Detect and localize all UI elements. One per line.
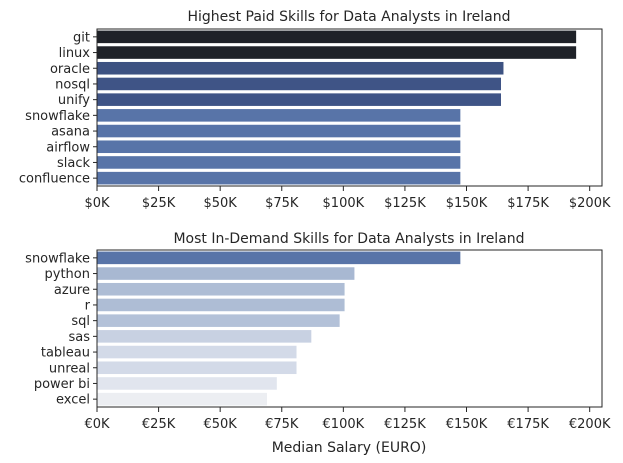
y-tick-label: sas	[68, 330, 90, 345]
x-tick-label: €200K	[569, 417, 611, 432]
y-tick-label: linux	[59, 46, 91, 61]
x-tick-label: $125K	[384, 196, 426, 211]
bar-power-bi	[97, 377, 277, 390]
x-tick-label: $175K	[507, 196, 549, 211]
x-tick-label: $25K	[142, 196, 176, 211]
bar-unreal	[97, 361, 297, 375]
y-tick-label: excel	[56, 393, 90, 408]
x-tick-label: $75K	[265, 196, 299, 211]
y-tick-label: oracle	[50, 62, 90, 77]
chart-bottom-panel: Most In-Demand Skills for Data Analysts …	[25, 231, 611, 456]
x-tick-label: €50K	[203, 417, 237, 432]
x-tick-label: $150K	[446, 196, 488, 211]
chart-top-panel: Highest Paid Skills for Data Analysts in…	[19, 9, 611, 211]
x-axis-label: Median Salary (EURO)	[272, 440, 427, 456]
bar-unify	[97, 93, 501, 106]
x-tick-label: €150K	[446, 417, 488, 432]
bar-tableau	[97, 345, 297, 359]
y-tick-label: python	[45, 267, 90, 282]
y-tick-label: snowflake	[25, 251, 90, 266]
x-tick-label: €175K	[507, 417, 549, 432]
bar-airflow	[97, 140, 461, 154]
bar-oracle	[97, 61, 504, 75]
plot-frame	[96, 249, 603, 408]
y-tick-label: tableau	[41, 346, 90, 361]
bar-linux	[97, 46, 577, 59]
y-tick-label: confluence	[19, 172, 90, 187]
y-tick-label: power bi	[34, 377, 90, 392]
bar-sql	[97, 314, 340, 327]
y-tick-label: git	[73, 30, 90, 45]
bar-python	[97, 267, 355, 280]
x-tick-label: $0K	[84, 196, 110, 211]
x-tick-label: €125K	[384, 417, 426, 432]
y-tick-label: unreal	[49, 361, 90, 376]
bar-nosql	[97, 77, 501, 91]
y-tick-label: asana	[51, 125, 90, 140]
y-tick-label: sql	[71, 314, 90, 329]
bar-confluence	[97, 171, 461, 185]
y-tick-label: nosql	[55, 77, 90, 92]
bar-r	[97, 298, 345, 312]
x-tick-label: $200K	[569, 196, 611, 211]
y-tick-label: airflow	[46, 140, 90, 155]
x-tick-label: €0K	[84, 417, 110, 432]
x-tick-label: €75K	[265, 417, 299, 432]
bar-asana	[97, 124, 461, 138]
x-tick-label: €100K	[323, 417, 365, 432]
bar-slack	[97, 156, 461, 169]
bar-snowflake	[97, 251, 461, 265]
y-tick-label: snowflake	[25, 109, 90, 124]
plot-frame	[96, 28, 603, 187]
y-tick-label: r	[85, 298, 91, 313]
chart-title: Most In-Demand Skills for Data Analysts …	[173, 231, 524, 247]
x-tick-label: €25K	[142, 417, 176, 432]
bar-sas	[97, 330, 312, 343]
y-tick-label: unify	[58, 93, 90, 108]
bar-snowflake	[97, 109, 461, 122]
x-tick-label: $100K	[323, 196, 365, 211]
y-tick-label: slack	[57, 156, 90, 171]
bar-azure	[97, 282, 345, 296]
y-tick-label: azure	[54, 283, 90, 298]
x-tick-label: $50K	[203, 196, 237, 211]
bar-excel	[97, 392, 267, 406]
bar-git	[97, 30, 577, 44]
chart-title: Highest Paid Skills for Data Analysts in…	[188, 9, 511, 25]
